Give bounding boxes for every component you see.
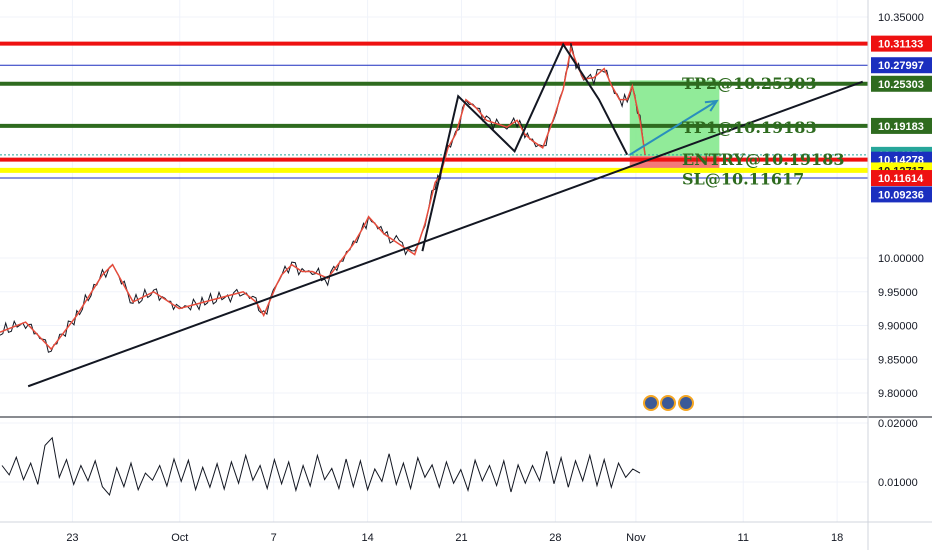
price-tag-blue-bottom [871, 186, 932, 203]
level-lines [0, 41, 868, 179]
price-tag-stop [871, 170, 932, 187]
flag-icon [662, 397, 674, 409]
take-profit-zone [629, 80, 720, 157]
x-tick-label: 28 [549, 532, 561, 544]
price-tag-label-resistance: 10.31133 [878, 39, 923, 51]
price-tag-resistance [871, 35, 932, 52]
y-tick-label: 9.90000 [878, 321, 918, 333]
x-tick-label: 23 [66, 532, 78, 544]
osc-y-tick-label: 0.01000 [878, 477, 918, 489]
annotation-0: TP2@10.25303 [682, 74, 817, 93]
x-tick-label: 7 [271, 532, 277, 544]
price-tag-label-blue-top: 10.27997 [878, 60, 924, 72]
annotations: TP2@10.25303 TP1@10.19183 ENTRY@10.19183SL… [682, 74, 844, 189]
trendline [27, 80, 864, 388]
annotation-3: SL@10.11617 [682, 170, 804, 189]
flag-icon [680, 397, 692, 409]
y-tick-label: 9.95000 [878, 287, 918, 299]
x-tick-label: 14 [361, 532, 373, 544]
x-tick-label: Oct [171, 532, 188, 544]
grid-layer [0, 0, 868, 522]
price-tag-label-blue-bottom: 10.09236 [878, 189, 924, 201]
y-tick-label: 9.85000 [878, 354, 918, 366]
x-tick-label: 11 [738, 532, 749, 544]
zigzag-pattern [421, 42, 629, 252]
event-icons[interactable] [643, 395, 694, 411]
price-tag-label-stop: 10.11614 [878, 173, 924, 185]
price-tag-blue-top [871, 57, 932, 74]
price-tag-label-tp2: 10.25303 [878, 79, 924, 91]
price-tag-tp1 [871, 117, 932, 134]
price-tag-label-tp1: 10.19183 [878, 121, 924, 133]
price-tag-tp2 [871, 75, 932, 92]
flag-icon [645, 397, 657, 409]
arrow-head-icon [704, 99, 719, 112]
osc-y-tick-label: 0.02000 [878, 418, 918, 430]
y-tick-label: 9.80000 [878, 388, 918, 400]
oscillator-line [1, 436, 641, 497]
x-tick-label: 21 [455, 532, 467, 544]
projection-arrow [629, 100, 718, 156]
x-tick-label: Nov [626, 532, 646, 544]
x-tick-label: 18 [831, 532, 843, 544]
y-tick-label: 10.35000 [878, 12, 924, 24]
annotation-1: TP1@10.19183 [682, 118, 817, 137]
y-tick-label: 10.00000 [878, 253, 924, 265]
oscillator-pane [0, 416, 932, 497]
drawings [27, 42, 864, 388]
annotation-2: ENTRY@10.19183 [682, 150, 844, 169]
